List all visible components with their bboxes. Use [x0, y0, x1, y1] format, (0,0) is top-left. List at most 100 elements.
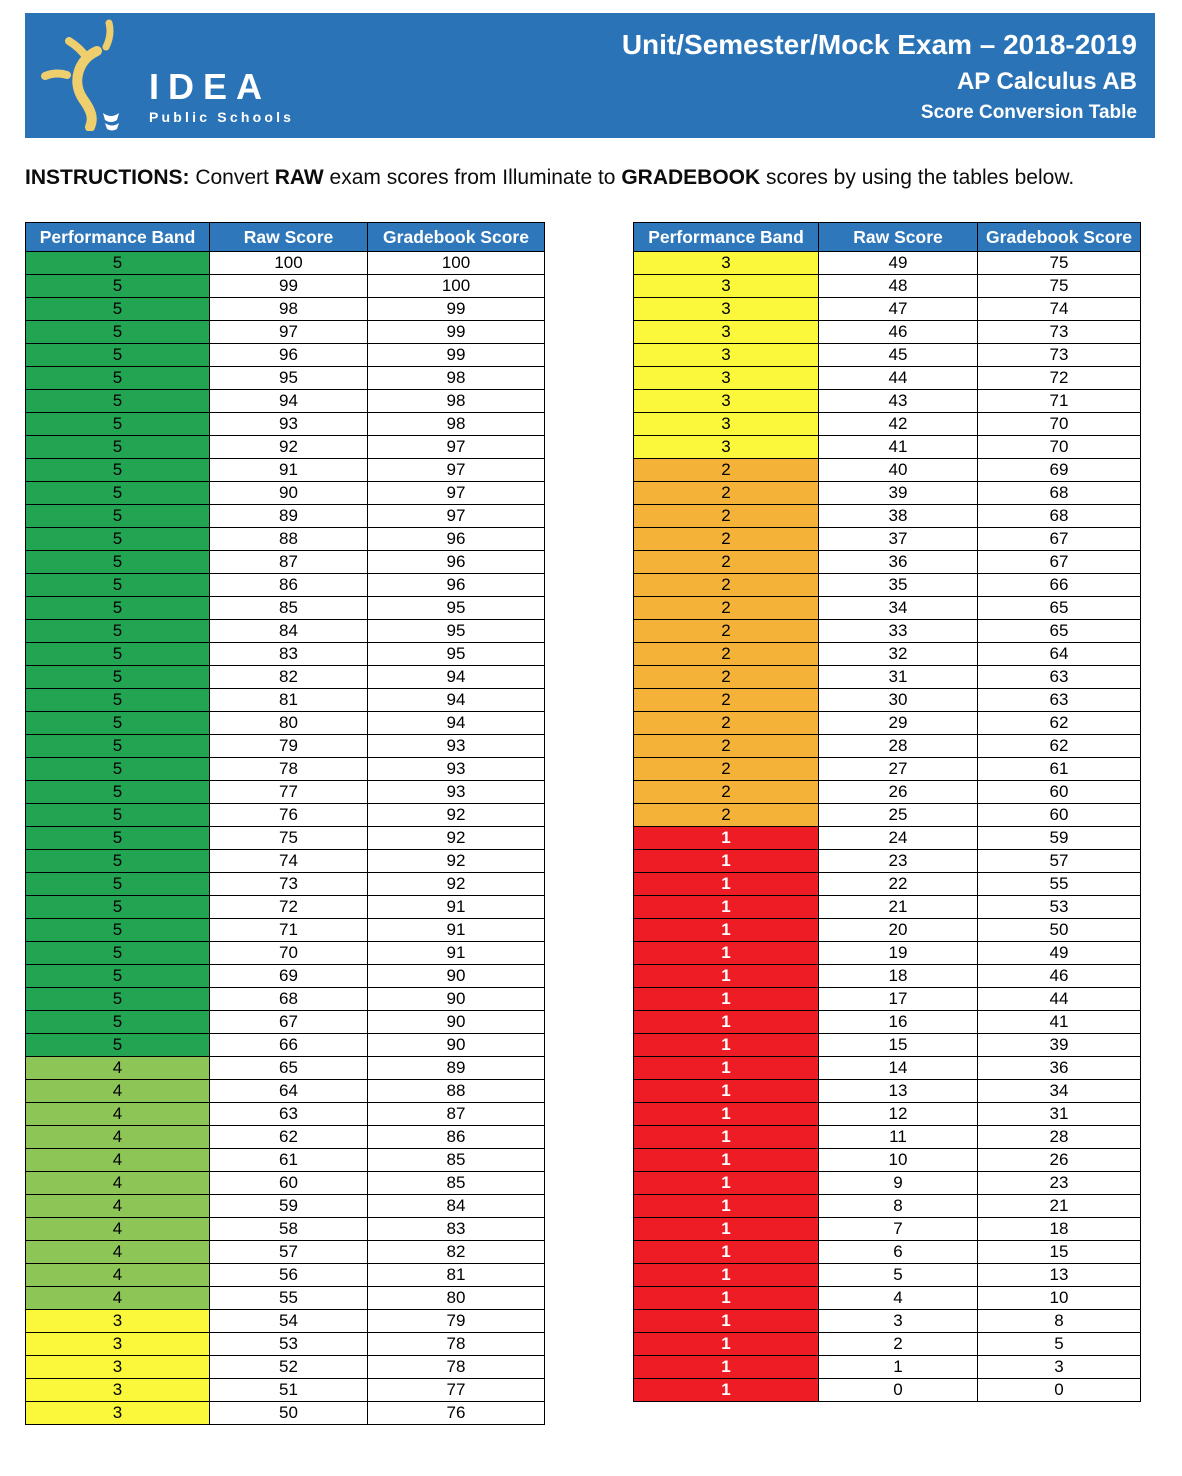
performance-band-cell: 5	[25, 504, 210, 528]
raw-score-cell: 29	[818, 711, 978, 735]
gradebook-score-cell: 91	[367, 918, 545, 942]
performance-band-cell: 2	[633, 573, 819, 597]
performance-band-cell: 3	[633, 320, 819, 344]
gradebook-score-cell: 59	[977, 826, 1141, 850]
gradebook-score-cell: 57	[977, 849, 1141, 873]
performance-band-cell: 5	[25, 619, 210, 643]
table-row: 1 21 53	[633, 895, 1141, 919]
gradebook-score-cell: 73	[977, 343, 1141, 367]
table-row: 3 51 77	[25, 1378, 545, 1402]
gradebook-score-cell: 5	[977, 1332, 1141, 1356]
performance-band-cell: 3	[633, 435, 819, 459]
gradebook-score-cell: 93	[367, 734, 545, 758]
performance-band-cell: 1	[633, 1378, 819, 1402]
raw-score-cell: 95	[209, 366, 368, 390]
table-row: 1 6 15	[633, 1240, 1141, 1264]
raw-score-cell: 6	[818, 1240, 978, 1264]
table-header-row: Performance Band Raw Score Gradebook Sco…	[633, 222, 1141, 252]
raw-score-cell: 15	[818, 1033, 978, 1057]
raw-score-cell: 55	[209, 1286, 368, 1310]
gradebook-score-cell: 60	[977, 803, 1141, 827]
table-row: 1 8 21	[633, 1194, 1141, 1218]
performance-band-cell: 2	[633, 780, 819, 804]
table-row: 5 87 96	[25, 550, 545, 574]
raw-score-cell: 2	[818, 1332, 978, 1356]
raw-score-cell: 3	[818, 1309, 978, 1333]
table-row: 2 34 65	[633, 596, 1141, 620]
table-row: 2 25 60	[633, 803, 1141, 827]
table-row: 5 94 98	[25, 389, 545, 413]
col-header-raw-score: Raw Score	[209, 222, 368, 252]
gradebook-score-cell: 74	[977, 297, 1141, 321]
logo-text: IDEA Public Schools	[149, 69, 295, 126]
raw-score-cell: 83	[209, 642, 368, 666]
raw-score-cell: 76	[209, 803, 368, 827]
gradebook-score-cell: 85	[367, 1148, 545, 1172]
table-row: 5 73 92	[25, 872, 545, 896]
table-row: 3 52 78	[25, 1355, 545, 1379]
performance-band-cell: 4	[25, 1056, 210, 1080]
raw-score-cell: 69	[209, 964, 368, 988]
raw-score-cell: 31	[818, 665, 978, 689]
table-row: 5 88 96	[25, 527, 545, 551]
raw-score-cell: 54	[209, 1309, 368, 1333]
raw-score-cell: 14	[818, 1056, 978, 1080]
table-row: 3 50 76	[25, 1401, 545, 1425]
gradebook-score-cell: 73	[977, 320, 1141, 344]
table-row: 4 58 83	[25, 1217, 545, 1241]
performance-band-cell: 4	[25, 1286, 210, 1310]
raw-score-cell: 28	[818, 734, 978, 758]
table-row: 2 31 63	[633, 665, 1141, 689]
gradebook-score-cell: 39	[977, 1033, 1141, 1057]
raw-score-cell: 30	[818, 688, 978, 712]
performance-band-cell: 5	[25, 412, 210, 436]
gradebook-score-cell: 80	[367, 1286, 545, 1310]
performance-band-cell: 3	[25, 1355, 210, 1379]
gradebook-score-cell: 98	[367, 412, 545, 436]
lightbulb-icon	[41, 19, 119, 131]
raw-score-cell: 19	[818, 941, 978, 965]
gradebook-score-cell: 67	[977, 550, 1141, 574]
raw-score-cell: 72	[209, 895, 368, 919]
performance-band-cell: 1	[633, 1010, 819, 1034]
raw-score-cell: 80	[209, 711, 368, 735]
performance-band-cell: 2	[633, 665, 819, 689]
table-row: 1 20 50	[633, 918, 1141, 942]
performance-band-cell: 5	[25, 596, 210, 620]
performance-band-cell: 4	[25, 1171, 210, 1195]
performance-band-cell: 2	[633, 458, 819, 482]
logo-subtitle: Public Schools	[149, 109, 295, 125]
raw-score-cell: 50	[209, 1401, 368, 1425]
gradebook-score-cell: 64	[977, 642, 1141, 666]
gradebook-score-cell: 90	[367, 964, 545, 988]
gradebook-score-cell: 63	[977, 665, 1141, 689]
gradebook-score-cell: 90	[367, 1033, 545, 1057]
gradebook-score-cell: 99	[367, 343, 545, 367]
table-row: 5 83 95	[25, 642, 545, 666]
performance-band-cell: 2	[633, 527, 819, 551]
gradebook-score-cell: 94	[367, 665, 545, 689]
table-row: 5 84 95	[25, 619, 545, 643]
table-row: 2 32 64	[633, 642, 1141, 666]
table-row: 1 12 31	[633, 1102, 1141, 1126]
gradebook-score-cell: 75	[977, 251, 1141, 275]
raw-score-cell: 8	[818, 1194, 978, 1218]
gradebook-score-cell: 62	[977, 711, 1141, 735]
performance-band-cell: 4	[25, 1102, 210, 1126]
instructions-gradebook-label: GRADEBOOK	[621, 166, 761, 189]
gradebook-score-cell: 15	[977, 1240, 1141, 1264]
raw-score-cell: 74	[209, 849, 368, 873]
gradebook-score-cell: 78	[367, 1332, 545, 1356]
gradebook-score-cell: 63	[977, 688, 1141, 712]
table-row: 4 56 81	[25, 1263, 545, 1287]
performance-band-cell: 1	[633, 1033, 819, 1057]
header-titles: Unit/Semester/Mock Exam – 2018-2019 AP C…	[622, 29, 1137, 124]
table-row: 5 72 91	[25, 895, 545, 919]
table-row: 5 78 93	[25, 757, 545, 781]
raw-score-cell: 33	[818, 619, 978, 643]
table-row: 5 95 98	[25, 366, 545, 390]
performance-band-cell: 5	[25, 297, 210, 321]
col-header-performance-band: Performance Band	[633, 222, 819, 252]
performance-band-cell: 1	[633, 941, 819, 965]
